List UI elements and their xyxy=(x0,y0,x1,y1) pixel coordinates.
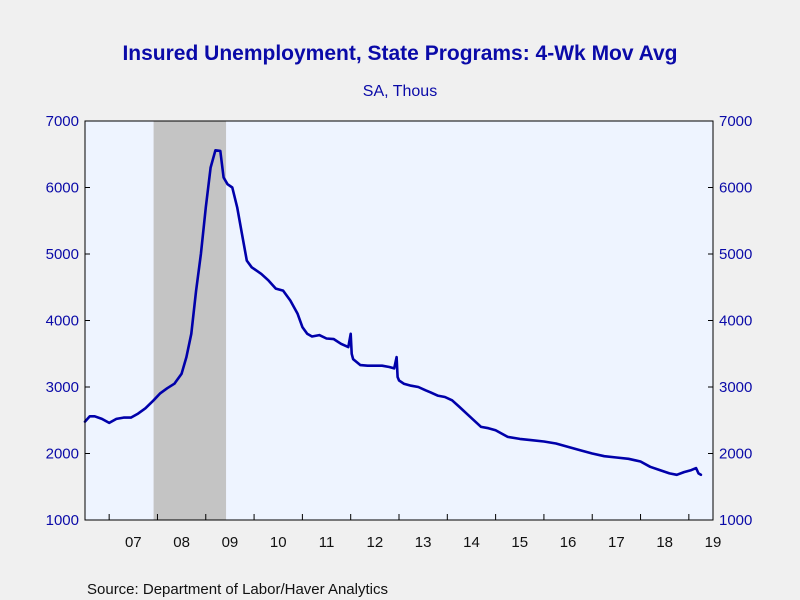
source-note: Source: Department of Labor/Haver Analyt… xyxy=(87,581,388,598)
x-axis: 07 08 09 10 11 12 13 14 15 16 17 18 19 xyxy=(108,514,722,551)
x-tick-label: 19 xyxy=(705,534,722,551)
x-tick-label: 07 xyxy=(125,534,142,551)
plot-area xyxy=(83,120,714,521)
y-tick-label-left: 6000 xyxy=(46,180,79,197)
x-tick-label: 14 xyxy=(463,534,480,551)
y-axis-left: 1000 2000 3000 4000 5000 6000 7000 xyxy=(46,113,90,529)
y-tick-label-left: 2000 xyxy=(46,446,79,463)
y-tick-label-right: 2000 xyxy=(719,446,752,463)
y-tick-label-left: 4000 xyxy=(46,313,79,330)
y-tick-label-left: 3000 xyxy=(46,379,79,396)
x-tick-label: 13 xyxy=(415,534,432,551)
y-tick-label-left: 5000 xyxy=(46,246,79,263)
x-tick-label: 09 xyxy=(222,534,239,551)
y-tick-label-right: 3000 xyxy=(719,379,752,396)
x-tick-label: 16 xyxy=(560,534,577,551)
y-axis-right: 1000 2000 3000 4000 5000 6000 7000 xyxy=(708,113,752,529)
y-tick-label-right: 1000 xyxy=(719,512,752,529)
y-tick-label-right: 7000 xyxy=(719,113,752,130)
x-tick-label: 11 xyxy=(319,534,335,551)
chart-title: Insured Unemployment, State Programs: 4-… xyxy=(122,42,677,65)
y-tick-label-left: 1000 xyxy=(46,512,79,529)
x-tick-label: 18 xyxy=(656,534,673,551)
chart-subtitle: SA, Thous xyxy=(363,83,437,100)
y-tick-label-right: 6000 xyxy=(719,180,752,197)
x-tick-label: 17 xyxy=(608,534,625,551)
y-tick-label-right: 5000 xyxy=(719,246,752,263)
y-tick-label-left: 7000 xyxy=(46,113,79,130)
x-tick-label: 10 xyxy=(270,534,287,551)
recession-shade xyxy=(153,121,227,520)
x-tick-label: 12 xyxy=(367,534,384,551)
x-tick-label: 08 xyxy=(173,534,190,551)
y-tick-label-right: 4000 xyxy=(719,313,752,330)
x-tick-label: 15 xyxy=(511,534,528,551)
series-line-0 xyxy=(83,149,703,477)
